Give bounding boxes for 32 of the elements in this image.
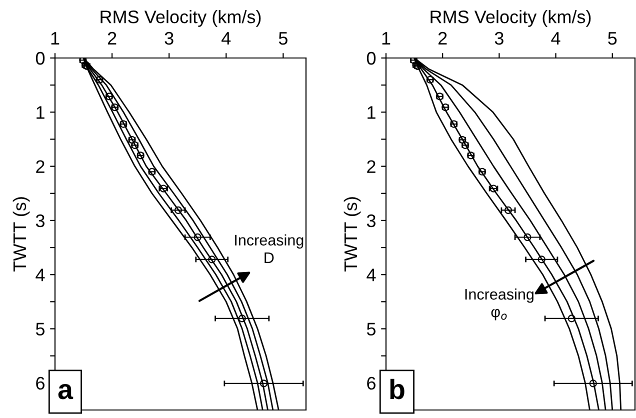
x-tick-label: 1: [51, 32, 60, 45]
y-tick-label: 3: [366, 214, 376, 228]
y-tick-label: 6: [36, 376, 44, 390]
x-axis-title: RMS Velocity (km/s): [100, 10, 261, 27]
x-tick-label: 5: [608, 32, 617, 45]
y-tick-label: 5: [36, 322, 45, 336]
x-tick-label: 5: [278, 32, 288, 45]
y-tick-label: 1: [368, 106, 376, 119]
x-axis-title: RMS Velocity (km/s): [430, 10, 591, 27]
x-tick-label: 4: [551, 32, 560, 45]
y-tick-label: 6: [367, 376, 376, 390]
annotation: Increasing φ$_{o}$: [465, 288, 534, 320]
y-tick-label: 1: [36, 106, 44, 119]
y-tick-label: 4: [366, 268, 376, 282]
annotation: a: [58, 384, 74, 400]
x-tick-label: 2: [108, 32, 116, 45]
y-tick-label: 5: [366, 322, 376, 336]
x-tick-label: 3: [494, 32, 504, 45]
x-tick-label: 4: [222, 32, 231, 45]
x-tick-label: 1: [382, 32, 390, 45]
y-tick-label: 4: [36, 268, 45, 282]
annotation: b: [390, 378, 404, 400]
y-tick-label: 0: [366, 52, 376, 65]
y-axis-title: TWTT (s): [12, 197, 30, 272]
y-tick-label: 3: [36, 214, 44, 228]
x-tick-label: 3: [164, 32, 174, 45]
y-axis-title: TWTT (s): [344, 197, 361, 272]
y-tick-label: 2: [36, 160, 44, 173]
x-tick-label: 2: [438, 32, 447, 45]
annotation: Increasing D: [235, 234, 304, 263]
y-tick-label: 2: [367, 160, 376, 173]
y-tick-label: 0: [36, 52, 45, 65]
